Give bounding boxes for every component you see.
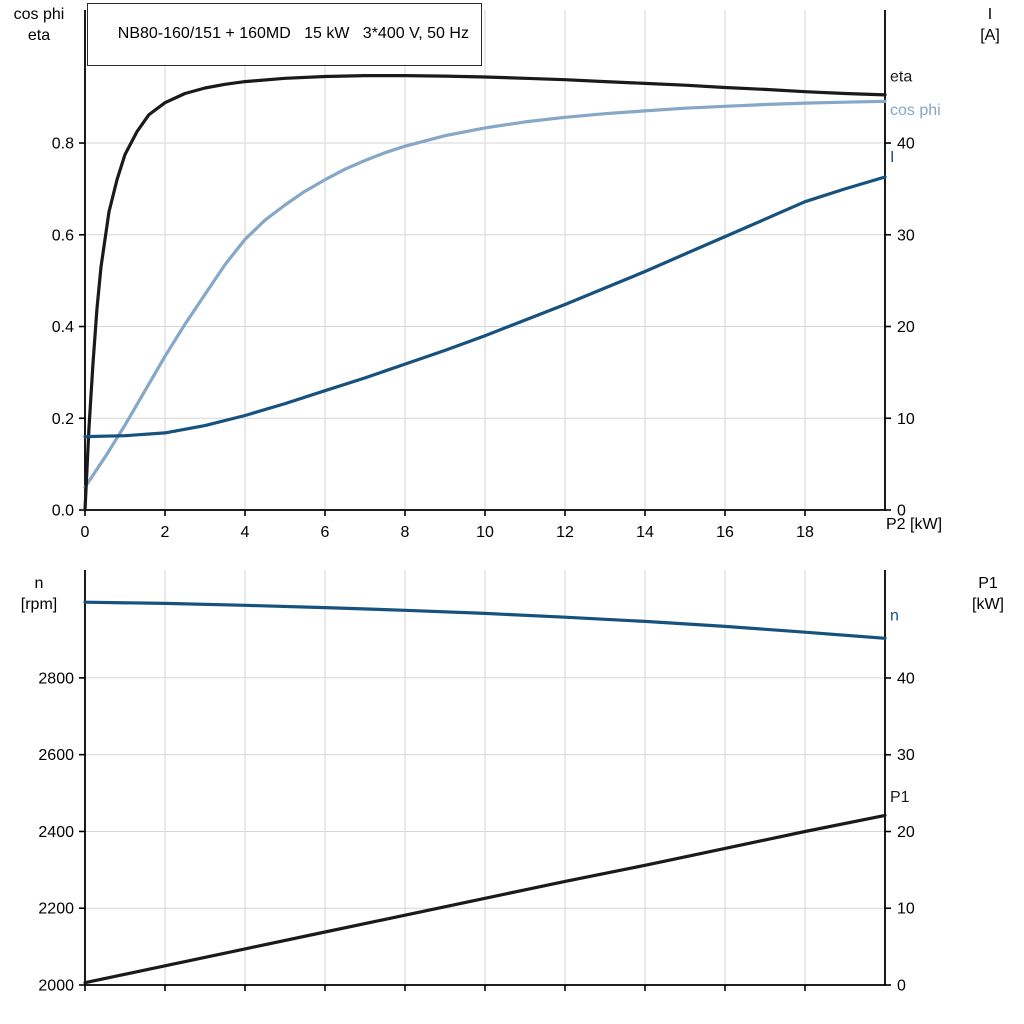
x-tick-label: 12	[556, 524, 574, 541]
left-tick-label: 0.8	[52, 136, 74, 153]
x-tick-label: 6	[321, 524, 330, 541]
right-tick-label: 0	[897, 978, 906, 995]
x-axis-title: P2 [kW]	[886, 516, 943, 533]
x-tick-label: 8	[401, 524, 410, 541]
cos-phi-curve-label: cos phi	[890, 102, 941, 119]
bottom-left-axis-title: n [rpm]	[0, 573, 78, 615]
left-axis-unit-rpm: [rpm]	[20, 596, 58, 613]
left-tick-label: 2800	[38, 670, 74, 687]
speed-curve	[83, 600, 887, 640]
x-tick-label: 2	[161, 524, 170, 541]
eta-curve	[83, 74, 887, 512]
eta-curve-label: eta	[890, 69, 912, 86]
left-tick-label: 0.0	[52, 503, 74, 520]
current-curve	[83, 175, 887, 439]
x-tick-label: 4	[241, 524, 250, 541]
right-axis-unit-kw: [kW]	[972, 596, 1004, 613]
left-axis-unit-cos-phi: cos phi	[13, 6, 65, 23]
left-tick-label: 2000	[38, 978, 74, 995]
right-tick-label: 10	[897, 411, 915, 428]
left-tick-label: 0.6	[52, 227, 74, 244]
left-tick-label: 2600	[38, 747, 74, 764]
chart-title: NB80-160/151 + 160MD 15 kW 3*400 V, 50 H…	[117, 25, 469, 42]
right-tick-label: 30	[897, 747, 915, 764]
top-right-axis-title: I [A]	[960, 4, 1020, 46]
p1-curve-label: P1	[890, 789, 910, 806]
bottom-chart: 2000 2200 2400 2600 2800 0 10 20 30 40 n P1	[38, 570, 915, 995]
left-tick-label: 0.4	[52, 319, 74, 336]
right-tick-label: 20	[897, 824, 915, 841]
right-tick-label: 30	[897, 227, 915, 244]
cos-phi-curve	[83, 99, 887, 489]
left-tick-label: 2400	[38, 824, 74, 841]
chart-title-box: NB80-160/151 + 160MD 15 kW 3*400 V, 50 H…	[87, 3, 482, 66]
x-tick-label: 10	[476, 524, 494, 541]
x-tick-label: 0	[81, 524, 90, 541]
p1-curve	[83, 813, 887, 985]
top-chart: 0 2 4 6 8 10 12 14 16 18 0.0 0.2 0.4 0.6 0.8 0 10 20 30 40 c…	[52, 10, 941, 541]
right-tick-label: 20	[897, 319, 915, 336]
right-axis-unit-p1: P1	[978, 575, 998, 592]
top-left-axis-title: cos phi eta	[0, 4, 78, 46]
right-tick-label: 10	[897, 901, 915, 918]
left-tick-label: 2200	[38, 901, 74, 918]
right-axis-unit-current: I	[987, 6, 993, 23]
left-tick-label: 0.2	[52, 411, 74, 428]
right-tick-label: 0	[897, 503, 906, 520]
bottom-right-axis-title: P1 [kW]	[956, 573, 1020, 615]
right-axis-unit-amps: [A]	[980, 27, 1000, 44]
right-tick-label: 40	[897, 136, 915, 153]
x-tick-label: 18	[796, 524, 814, 541]
x-tick-label: 16	[716, 524, 734, 541]
left-axis-unit-speed: n	[34, 575, 44, 592]
right-tick-label: 40	[897, 670, 915, 687]
speed-curve-label: n	[890, 608, 899, 625]
x-tick-label: 14	[636, 524, 654, 541]
left-axis-unit-eta: eta	[27, 27, 51, 44]
current-curve-label: I	[890, 149, 894, 166]
